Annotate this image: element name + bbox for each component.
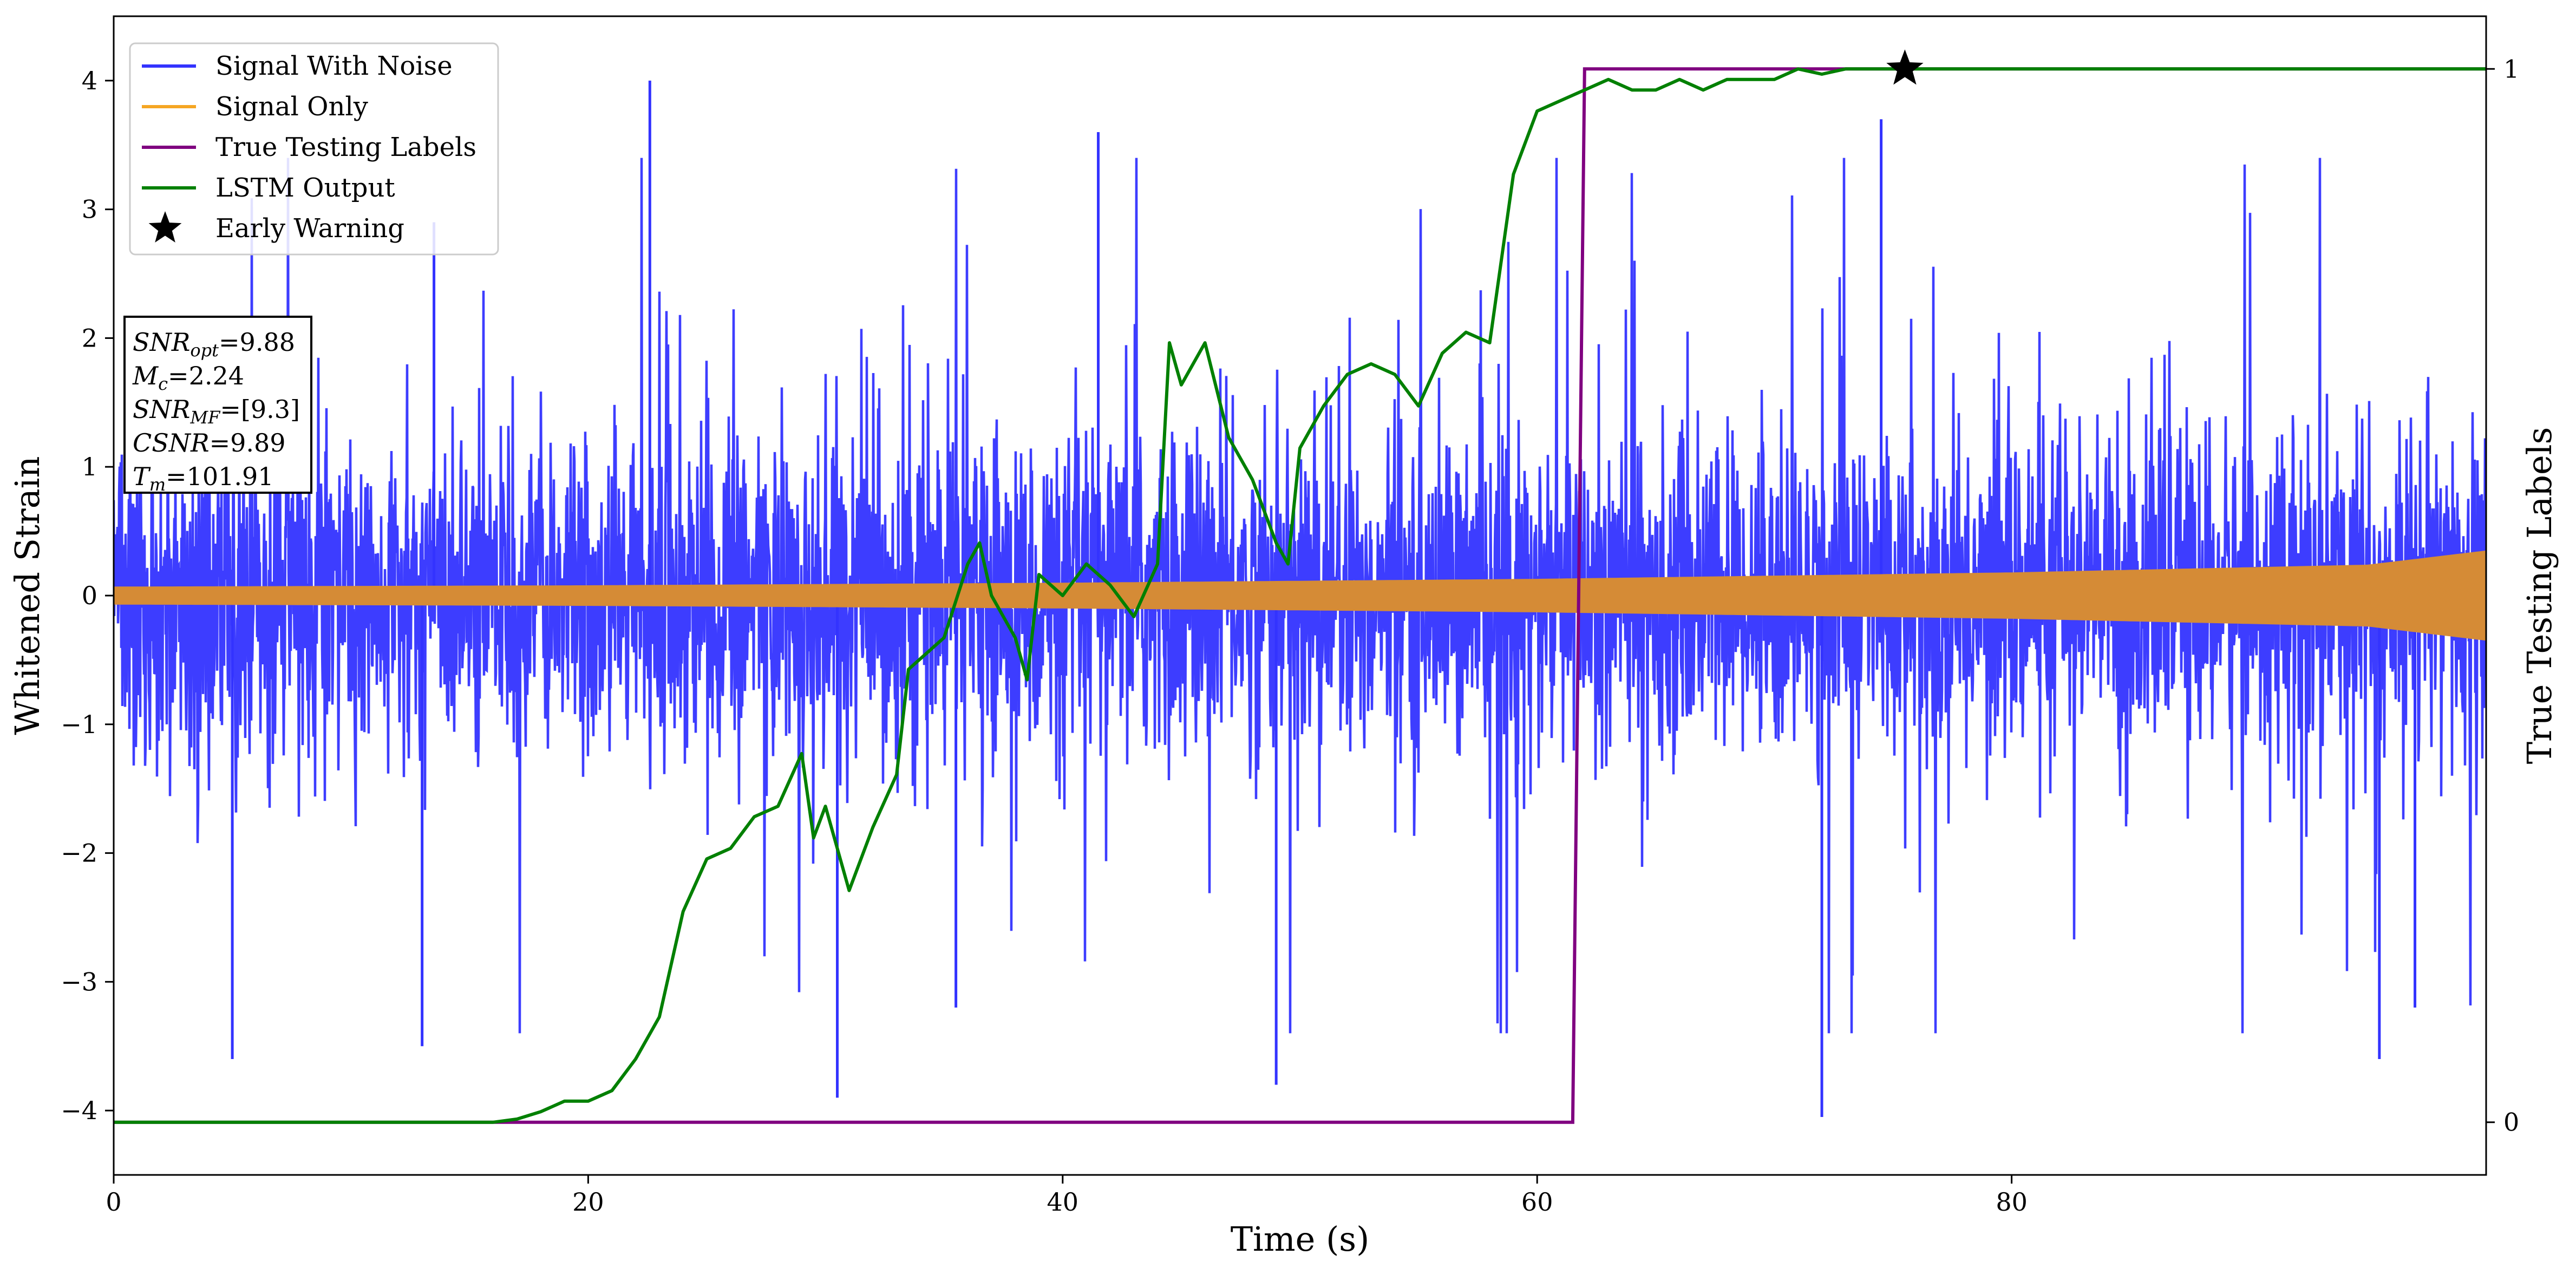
legend: Signal With Noise Signal Only True Testing… bbox=[129, 42, 499, 256]
annotation-frame bbox=[123, 316, 312, 494]
y-axis-right: 01 bbox=[2486, 54, 2519, 1137]
y-axis-label: Whitened Strain bbox=[8, 456, 47, 735]
x-tick-label: 60 bbox=[1521, 1187, 1553, 1217]
legend-frame bbox=[129, 42, 499, 256]
x-tick-label: 0 bbox=[106, 1187, 121, 1217]
y-axis-left: −4 −3 −2 −1 0 1 2 3 4 bbox=[61, 66, 114, 1125]
lstm-output-line bbox=[114, 67, 2486, 1124]
y-tick-label: −1 bbox=[61, 710, 97, 739]
y-tick-label: −3 bbox=[61, 967, 97, 996]
y2-tick-label: 0 bbox=[2503, 1108, 2519, 1137]
x-axis: 0 20 40 60 80 bbox=[106, 1175, 2028, 1217]
annotation-line: CSNR=9.89 bbox=[133, 428, 286, 458]
y-tick-label: 0 bbox=[82, 581, 97, 610]
y2-axis-label: True Testing Labels bbox=[2520, 427, 2559, 765]
legend-label: Early Warning bbox=[215, 213, 404, 244]
annotation-line: SNRopt=9.88 bbox=[133, 328, 295, 361]
plot-area bbox=[114, 49, 2486, 1124]
y-tick-label: −4 bbox=[61, 1096, 97, 1125]
annotation-line: Tm=101.91 bbox=[133, 462, 274, 495]
series-lstm-output bbox=[114, 67, 2486, 1124]
annotation-line: SNRMF=[9.3] bbox=[133, 395, 300, 428]
legend-label: True Testing Labels bbox=[215, 132, 476, 162]
legend-swatch-star bbox=[148, 211, 182, 243]
x-tick-label: 40 bbox=[1047, 1187, 1079, 1217]
annotation-line: Mc=2.24 bbox=[132, 361, 244, 394]
series-signal-only bbox=[114, 550, 2486, 641]
y-tick-label: 3 bbox=[82, 195, 97, 224]
x-tick-label: 20 bbox=[572, 1187, 604, 1217]
legend-label: Signal Only bbox=[215, 92, 368, 122]
legend-label: Signal With Noise bbox=[215, 51, 453, 81]
x-tick-label: 80 bbox=[1996, 1187, 2028, 1217]
y-tick-label: −2 bbox=[61, 839, 97, 868]
series-signal-with-noise bbox=[114, 80, 2486, 1117]
y-tick-label: 1 bbox=[82, 452, 97, 481]
y-tick-label: 2 bbox=[82, 323, 97, 352]
early-warning-star bbox=[1886, 49, 1924, 85]
series-early-warning bbox=[1886, 49, 1924, 85]
y-tick-label: 4 bbox=[82, 66, 97, 95]
legend-label: LSTM Output bbox=[215, 173, 395, 203]
signal-only-band bbox=[114, 550, 2486, 641]
x-axis-label: Time (s) bbox=[1231, 1219, 1370, 1259]
y2-tick-label: 1 bbox=[2503, 54, 2519, 83]
